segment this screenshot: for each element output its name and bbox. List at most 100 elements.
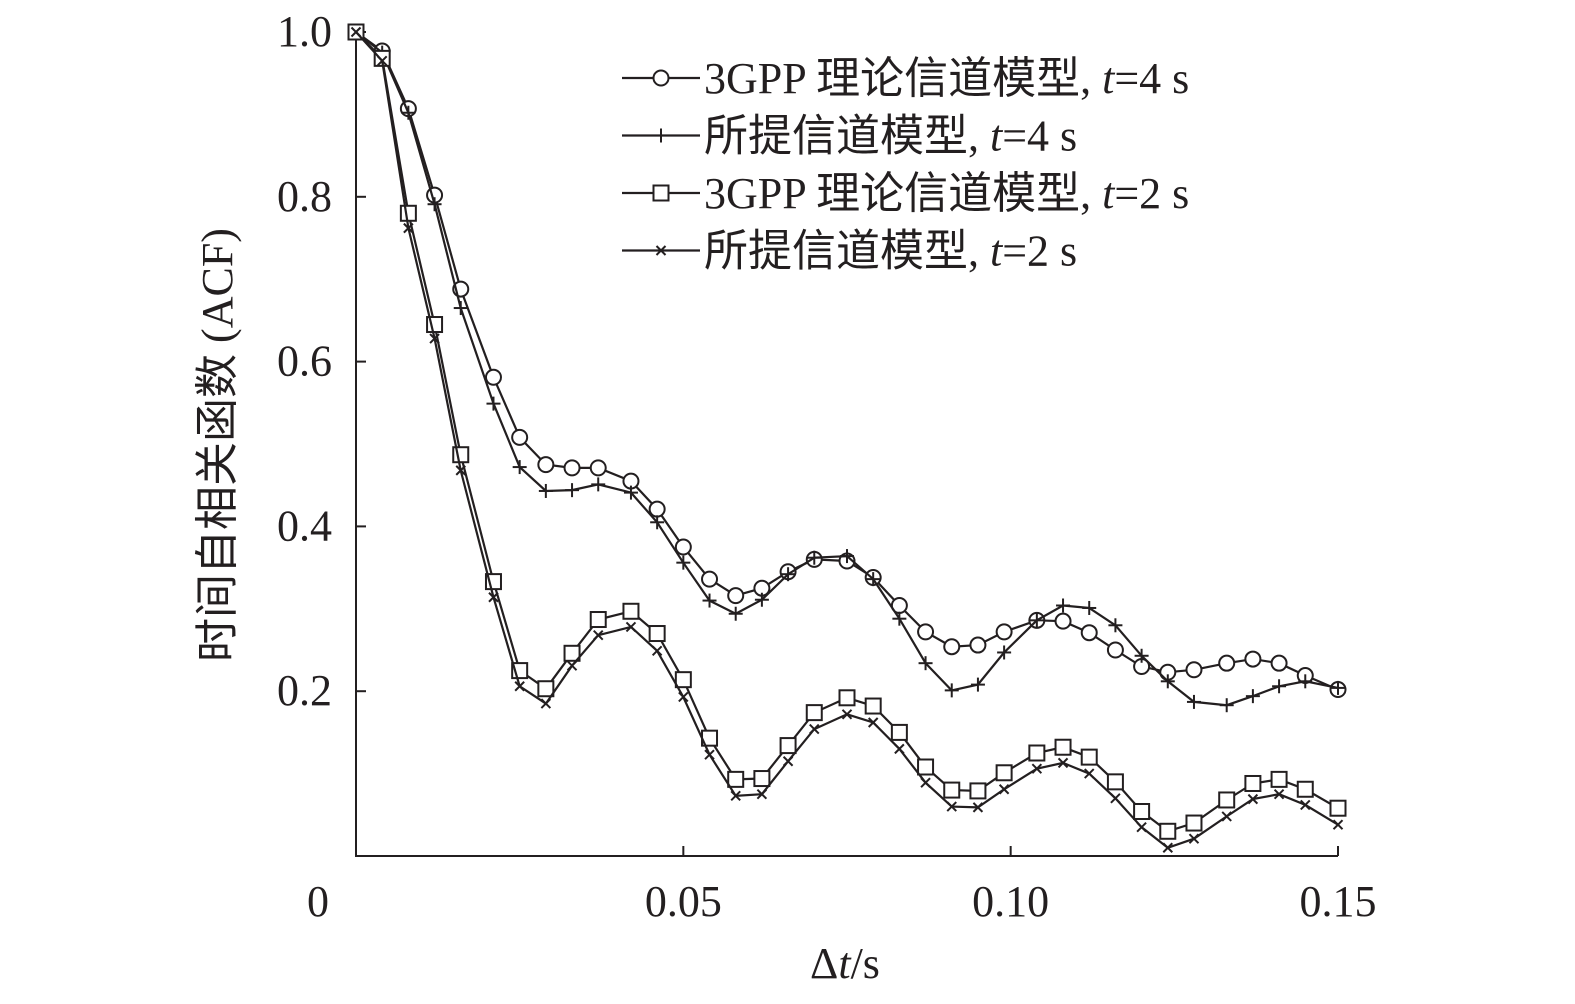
series-4-point	[782, 756, 794, 767]
series-4-point	[1221, 811, 1232, 822]
series-4-point	[651, 645, 663, 657]
y-tick-label: 0.6	[277, 337, 332, 386]
series-4-point	[403, 222, 414, 234]
ticks: 0.2 0.4 0.6 0.8 1.0 0 0.05 0.10 0.15	[277, 7, 1377, 926]
series-2-point	[1272, 679, 1287, 694]
series-1-point	[648, 500, 666, 518]
series-2-point	[676, 555, 691, 570]
series-4-point	[998, 784, 1010, 795]
series-3-point	[1270, 770, 1288, 788]
series-4-point	[1247, 793, 1259, 805]
series-2-point	[997, 645, 1012, 660]
series-4-point	[809, 723, 820, 735]
legend-marker	[652, 69, 670, 87]
series-3-point	[753, 770, 771, 788]
series-3-point	[890, 723, 908, 741]
series-4-point	[1273, 788, 1285, 800]
series-4-point	[566, 660, 578, 671]
legend-marker	[654, 128, 668, 143]
series-4-point	[1110, 793, 1121, 804]
series-3-point	[995, 764, 1013, 782]
series-4-point	[350, 26, 362, 38]
series-4-point	[1162, 842, 1173, 853]
series-3-point	[1080, 748, 1098, 766]
series-1-point	[589, 459, 607, 477]
series-2-point	[1298, 674, 1313, 689]
series-4-point	[429, 333, 440, 344]
series-3-point	[589, 611, 607, 629]
series-2-point	[702, 593, 717, 608]
series-3-point	[1296, 780, 1314, 798]
series-4-point	[1136, 821, 1147, 833]
x-axis-title-unit: /s	[851, 939, 880, 988]
series-4-point	[1084, 768, 1095, 779]
legend-marker	[652, 184, 670, 202]
legend-label-prefix: 所提信道模型,	[704, 112, 990, 161]
series-2-point	[754, 592, 769, 607]
series-1-point	[701, 570, 719, 588]
series-4-point	[920, 777, 931, 788]
series-4-point	[1057, 757, 1069, 769]
series-2-point	[1219, 698, 1234, 713]
x-axis-title-var: t	[838, 939, 852, 988]
series-4-point	[1188, 833, 1200, 844]
x-axis-title: Δt/s	[810, 939, 880, 988]
series-3-point	[1218, 791, 1236, 809]
series-2-point	[892, 611, 907, 626]
x-tick-label: 0	[307, 877, 329, 926]
x-axis-title-prefix: Δ	[810, 939, 838, 988]
legend-entry-3: 3GPP 理论信道模型, t=2 s	[622, 169, 1189, 218]
series-2-point	[807, 550, 822, 565]
series-4-point	[756, 788, 768, 800]
legend-label: 3GPP 理论信道模型, t=4 s	[704, 54, 1189, 103]
series-2-point	[866, 572, 881, 587]
series-2-point	[728, 606, 743, 621]
series-4-point	[894, 743, 905, 755]
legend-label: 所提信道模型, t=4 s	[704, 112, 1077, 161]
y-tick-label: 0.4	[277, 501, 332, 550]
series-2-point	[1108, 618, 1123, 633]
series-2-point	[1082, 600, 1097, 615]
series-3-point	[943, 781, 961, 799]
legend-label: 3GPP 理论信道模型, t=2 s	[704, 169, 1189, 218]
legend-label-prefix: 3GPP 理论信道模型,	[704, 54, 1102, 103]
series-4-point	[678, 691, 689, 703]
series-2-point	[1160, 674, 1175, 689]
series-4-point	[540, 698, 552, 709]
series-4	[350, 26, 1344, 853]
series-1-point	[969, 636, 987, 654]
legend-label-suffix: =2 s	[1114, 169, 1189, 218]
series-3-point	[537, 680, 555, 698]
x-tick-label: 0.05	[645, 877, 722, 926]
series-3-point	[805, 704, 823, 722]
series-group	[347, 23, 1347, 853]
series-3-point	[1159, 822, 1177, 840]
series-4-point	[593, 629, 604, 641]
series-2-point	[944, 683, 959, 698]
legend-label: 所提信道模型, t=2 s	[704, 227, 1077, 276]
series-2	[349, 25, 1345, 713]
legend-label-suffix: =4 s	[1002, 112, 1077, 161]
series-1-point	[563, 459, 581, 477]
series-1-point	[943, 638, 961, 656]
series-2-point	[512, 460, 527, 475]
y-tick-label: 0.8	[277, 172, 332, 221]
legend-marker	[655, 245, 667, 256]
legend-entry-1: 3GPP 理论信道模型, t=4 s	[622, 54, 1189, 103]
series-4-point	[625, 621, 637, 633]
legend-label-var: t	[990, 112, 1004, 161]
series-3-point	[1133, 803, 1151, 821]
legend-label-prefix: 3GPP 理论信道模型,	[704, 169, 1102, 218]
series-4-point	[867, 717, 879, 728]
series-2-point	[623, 485, 638, 500]
legend-entry-2: 所提信道模型, t=4 s	[622, 112, 1077, 161]
legend-label-var: t	[1102, 169, 1116, 218]
series-3-point	[838, 689, 856, 707]
series-1-point	[1080, 624, 1098, 642]
series-2-point	[781, 567, 796, 582]
series-4-point	[704, 749, 715, 760]
legend-label-var: t	[1102, 54, 1116, 103]
series-1-point	[1270, 654, 1288, 672]
